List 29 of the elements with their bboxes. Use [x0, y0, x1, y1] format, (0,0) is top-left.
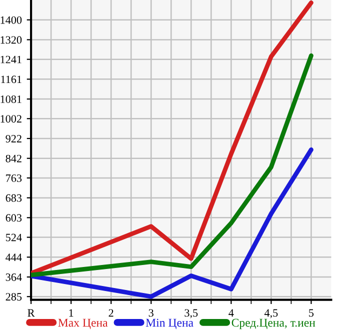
x-tick-label: 5 — [309, 309, 314, 317]
y-tick-label: 763 — [6, 174, 22, 182]
line-series — [31, 147, 314, 299]
x-tick-label: 1 — [69, 309, 74, 317]
legend-label: Сред.Цена, т.иен — [232, 318, 316, 330]
y-tick-label: 524 — [6, 234, 22, 242]
x-tick-label: R — [28, 309, 35, 317]
x-tick-label: 3 — [148, 309, 154, 317]
y-tick-label: 364 — [6, 273, 22, 281]
y-tick-label: 444 — [6, 254, 22, 261]
y-tick-label: 603 — [6, 214, 22, 222]
x-tick-label: 4,5 — [264, 309, 278, 318]
y-tick-label: 1081 — [0, 96, 22, 103]
y-tick-label: 683 — [6, 194, 22, 202]
y-tick-label: 1241 — [0, 56, 22, 64]
line-series — [31, 0, 314, 276]
x-tick-label: 4 — [228, 309, 234, 317]
y-tick-label: 1002 — [0, 115, 22, 123]
y-tick-label: 1320 — [0, 36, 22, 44]
y-tick-label: 1161 — [1, 76, 22, 84]
y-tick-label: 285 — [6, 293, 22, 301]
legend-label: Min Цена — [146, 318, 194, 330]
y-tick-label: 922 — [6, 134, 22, 142]
x-tick-label: 3,5 — [184, 309, 198, 318]
y-tick-label: 842 — [6, 154, 22, 162]
y-tick-label: 1400 — [0, 16, 22, 24]
x-tick-label: 2 — [108, 309, 114, 317]
line-series — [31, 53, 314, 278]
legend-label: Max Цена — [58, 318, 108, 330]
